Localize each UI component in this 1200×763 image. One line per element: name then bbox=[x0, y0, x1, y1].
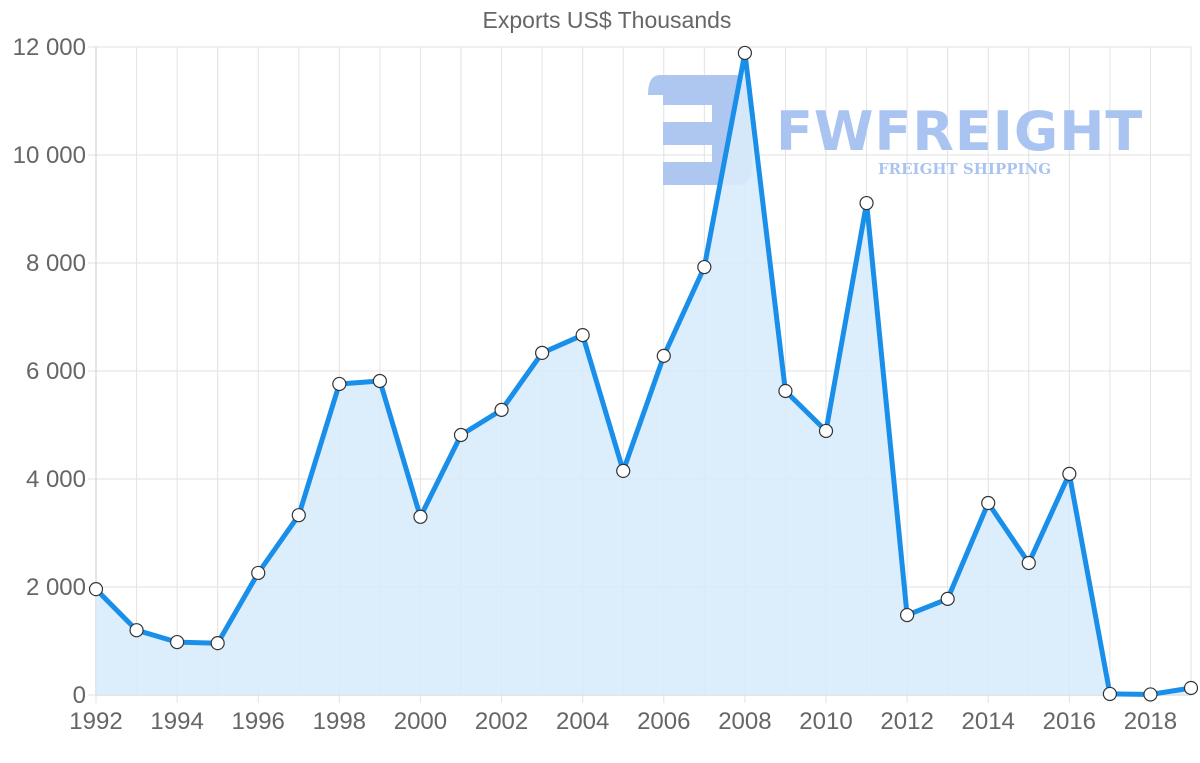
x-tick-label: 2010 bbox=[799, 708, 852, 735]
data-point-1994[interactable] bbox=[170, 634, 185, 650]
data-point-1995[interactable] bbox=[210, 636, 225, 651]
data-point-2016[interactable] bbox=[1062, 466, 1077, 481]
data-point-2003[interactable] bbox=[535, 345, 550, 361]
y-axis-ticks: 0 2 000 4 000 6 000 8 000 10 000 12 000 bbox=[13, 34, 86, 709]
data-point-2007[interactable] bbox=[697, 259, 712, 275]
data-point-1993[interactable] bbox=[129, 623, 144, 638]
data-point-2010[interactable] bbox=[818, 423, 834, 439]
area-fill bbox=[96, 52, 1191, 695]
x-tick-label: 2018 bbox=[1124, 708, 1177, 735]
data-point-2002[interactable] bbox=[494, 402, 509, 417]
x-tick-label: 1998 bbox=[313, 708, 366, 735]
data-points bbox=[88, 45, 1199, 702]
data-point-2009[interactable] bbox=[778, 383, 793, 399]
x-tick-label: 2000 bbox=[394, 708, 447, 735]
y-tick-label: 10 000 bbox=[13, 142, 86, 169]
data-point-2015[interactable] bbox=[1021, 555, 1036, 571]
watermark: FWFREIGHT FREIGHT SHIPPING bbox=[648, 75, 1143, 185]
x-axis-ticks: 1992 1994 1996 1998 2000 2002 2004 2006 2008 2010… bbox=[69, 708, 1177, 735]
x-tick-label: 1996 bbox=[232, 708, 285, 735]
y-tick-label: 2 000 bbox=[26, 574, 86, 601]
data-point-1992[interactable] bbox=[88, 582, 104, 597]
data-point-1996[interactable] bbox=[251, 565, 266, 581]
x-tick-label: 1994 bbox=[150, 708, 203, 735]
data-point-1999[interactable] bbox=[372, 373, 387, 389]
x-tick-label: 2008 bbox=[718, 708, 771, 735]
x-tick-label: 1992 bbox=[69, 708, 122, 735]
data-point-2008[interactable] bbox=[737, 45, 752, 61]
y-tick-label: 12 000 bbox=[13, 34, 86, 61]
data-point-2017[interactable] bbox=[1102, 686, 1117, 702]
y-tick-label: 0 bbox=[73, 682, 86, 709]
data-point-2006[interactable] bbox=[656, 348, 671, 363]
data-point-2018[interactable] bbox=[1143, 687, 1158, 702]
data-point-2004[interactable] bbox=[575, 327, 590, 343]
chart-title: Exports US$ Thousands bbox=[483, 7, 732, 33]
data-point-2005[interactable] bbox=[616, 463, 631, 478]
data-point-2001[interactable] bbox=[453, 427, 469, 443]
data-point-2019[interactable] bbox=[1183, 680, 1199, 696]
data-point-2013[interactable] bbox=[940, 591, 955, 606]
x-tick-label: 2014 bbox=[962, 708, 1015, 735]
watermark-brand: FWFREIGHT bbox=[776, 100, 1143, 163]
data-point-2014[interactable] bbox=[981, 495, 996, 511]
data-point-2012[interactable] bbox=[900, 607, 915, 623]
x-tick-label: 2006 bbox=[637, 708, 690, 735]
y-tick-label: 6 000 bbox=[26, 358, 86, 385]
data-line bbox=[93, 50, 1194, 697]
watermark-tagline: FREIGHT SHIPPING bbox=[878, 160, 1051, 178]
x-tick-label: 2012 bbox=[880, 708, 933, 735]
x-tick-label: 2002 bbox=[475, 708, 528, 735]
data-point-1998[interactable] bbox=[332, 376, 347, 392]
x-tick-label: 2016 bbox=[1043, 708, 1096, 735]
x-tick-label: 2004 bbox=[556, 708, 609, 735]
y-tick-label: 4 000 bbox=[26, 466, 86, 493]
y-tick-label: 8 000 bbox=[26, 250, 86, 277]
data-point-1997[interactable] bbox=[291, 508, 306, 523]
data-point-2000[interactable] bbox=[413, 509, 428, 524]
data-point-2011[interactable] bbox=[859, 195, 874, 211]
